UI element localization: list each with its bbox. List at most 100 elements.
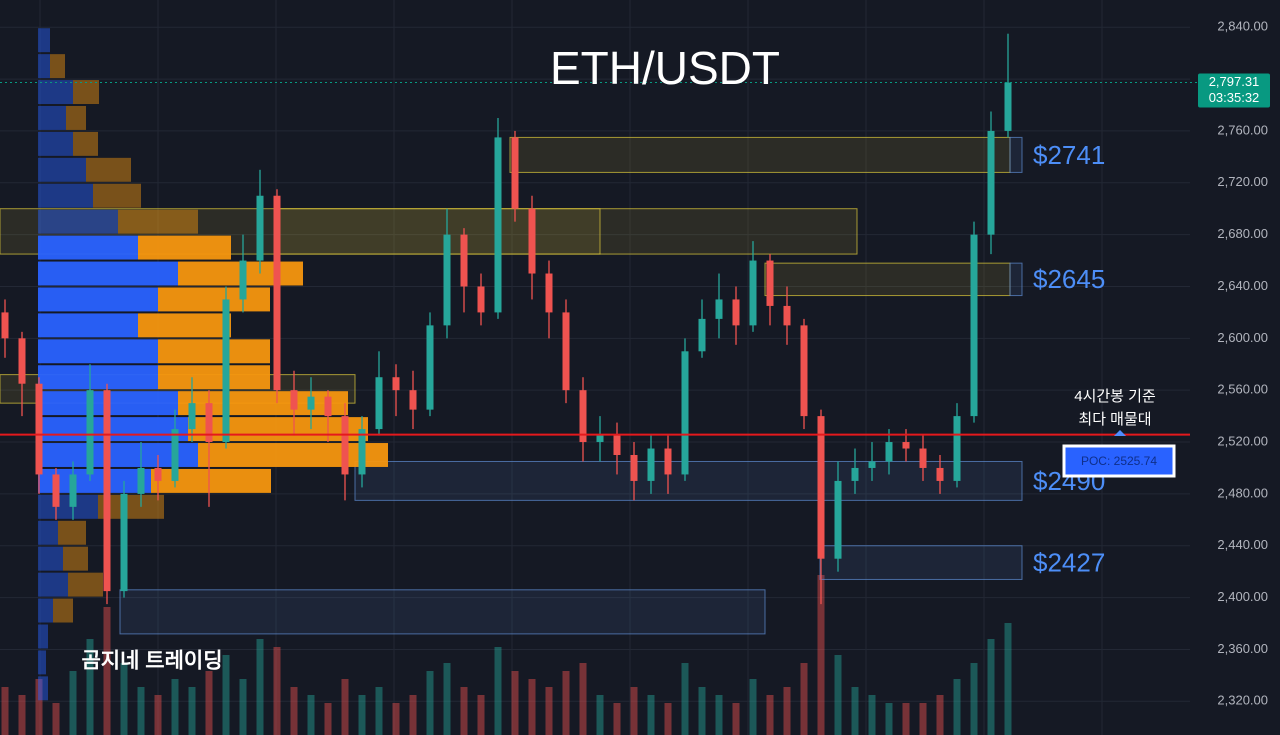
volume-bar	[987, 639, 995, 735]
profile-buy	[38, 106, 66, 130]
candle-body	[375, 377, 383, 430]
candle-body	[358, 429, 366, 475]
volume-bar	[477, 695, 485, 735]
profile-buy	[38, 650, 46, 675]
volume-bar	[375, 687, 383, 735]
profile-buy	[38, 157, 86, 182]
profile-buy	[38, 131, 73, 156]
volume-bar	[817, 575, 825, 735]
volume-bar	[885, 703, 893, 735]
profile-sell	[118, 209, 198, 234]
candle-body	[188, 403, 196, 430]
volume-bar	[460, 687, 468, 735]
volume-bar	[630, 687, 638, 735]
candle-body	[596, 435, 604, 443]
profile-buy	[38, 209, 118, 234]
profile-sell	[93, 183, 141, 208]
poc-label-box	[1062, 444, 1176, 478]
chart-title: ETH/USDT	[550, 42, 780, 94]
candle-body	[86, 390, 94, 475]
candle-body	[307, 396, 315, 410]
candle-body	[460, 234, 468, 287]
profile-sell	[98, 494, 164, 519]
zone-label: $2427	[1033, 547, 1105, 577]
profile-buy	[38, 598, 53, 623]
candle-body	[800, 325, 808, 417]
candle-body	[324, 396, 332, 417]
y-tick-label: 2,680.00	[1217, 226, 1268, 241]
volume-bar	[290, 687, 298, 735]
y-tick-label: 2,720.00	[1217, 174, 1268, 189]
volume-bar	[545, 687, 553, 735]
y-tick-label: 2,600.00	[1217, 330, 1268, 345]
candle-body	[222, 299, 230, 443]
candle-body	[1004, 82, 1012, 131]
candle-body	[851, 467, 859, 481]
poc-label: POC: 2525.74	[1081, 454, 1157, 468]
volume-bar	[936, 695, 944, 735]
volume-bar	[970, 663, 978, 735]
volume-layer	[1, 575, 1012, 735]
volume-bar	[443, 663, 451, 735]
y-tick-label: 2,480.00	[1217, 485, 1268, 500]
profile-sell	[86, 157, 131, 182]
volume-bar	[137, 687, 145, 735]
candle-body	[664, 448, 672, 475]
volume-bar	[562, 671, 570, 735]
profile-sell	[158, 287, 270, 312]
profile-sell	[68, 572, 103, 597]
profile-sell	[188, 417, 368, 442]
candle-body	[290, 390, 298, 410]
profile-sell	[151, 468, 271, 493]
profile-buy	[38, 183, 93, 208]
volume-bar	[409, 695, 417, 735]
candle-body	[528, 208, 536, 274]
volume-bar	[494, 647, 502, 735]
candle-body	[834, 480, 842, 559]
volume-bar	[902, 703, 910, 735]
volume-bar	[18, 695, 26, 735]
volume-bar	[222, 655, 230, 735]
volume-bar	[52, 703, 60, 735]
candle-body	[1, 312, 9, 339]
candle-body	[545, 273, 553, 313]
y-tick-label: 2,840.00	[1217, 19, 1268, 34]
candle-body	[817, 416, 825, 559]
current-price-label: 2,797.31	[1209, 74, 1260, 89]
profile-sell	[138, 313, 231, 338]
volume-bar	[69, 671, 77, 735]
candles-layer	[1, 33, 1012, 605]
candle-body	[766, 260, 774, 306]
candle-body	[579, 390, 587, 443]
volume-bar	[766, 695, 774, 735]
profile-buy	[38, 520, 58, 545]
candle-body	[52, 474, 60, 507]
annotation-line: 4시간봉 기준	[1074, 388, 1156, 405]
volume-bar	[749, 679, 757, 735]
volume-bar	[732, 703, 740, 735]
candle-body	[69, 474, 77, 507]
volume-bar	[307, 695, 315, 735]
volume-bar	[1004, 623, 1012, 735]
profile-buy	[38, 417, 188, 442]
volume-bar	[341, 679, 349, 735]
y-tick-label: 2,560.00	[1217, 382, 1268, 397]
candle-body	[392, 377, 400, 391]
volume-bar	[103, 607, 111, 735]
candle-body	[647, 448, 655, 481]
volume-bar	[834, 655, 842, 735]
profile-sell	[158, 365, 270, 390]
y-tick-label: 2,360.00	[1217, 641, 1268, 656]
volume-bar	[35, 679, 43, 735]
profile-buy	[38, 80, 73, 104]
volume-bar	[528, 679, 536, 735]
volume-bar	[256, 639, 264, 735]
volume-bar	[120, 663, 128, 735]
y-tick-label: 2,320.00	[1217, 693, 1268, 708]
volume-bar	[511, 671, 519, 735]
profile-buy	[38, 624, 48, 649]
volume-bar	[953, 679, 961, 735]
profile-sell	[198, 443, 388, 467]
candle-body	[443, 234, 451, 326]
